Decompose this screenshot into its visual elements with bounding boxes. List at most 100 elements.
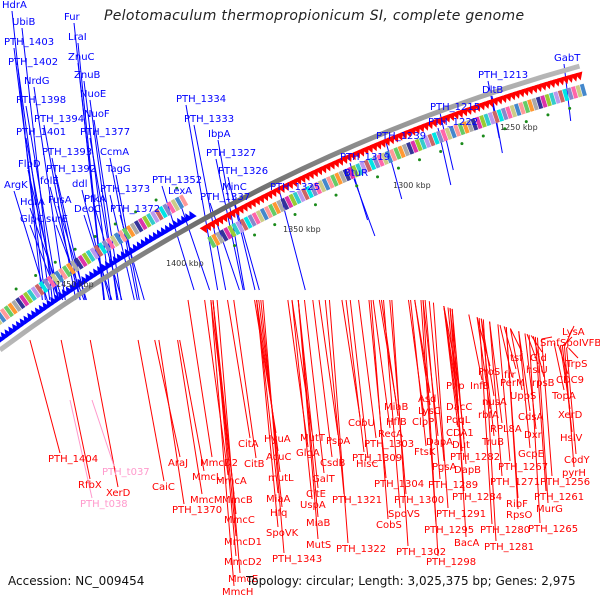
gene-label[interactable]: DltB bbox=[482, 85, 503, 96]
gene-label[interactable]: PTH_1321 bbox=[332, 495, 382, 506]
gene-label[interactable]: LysC bbox=[418, 406, 441, 417]
gene-label[interactable]: GlpC bbox=[20, 214, 44, 225]
rna-label[interactable]: PTH_t037 bbox=[102, 467, 150, 478]
gene-label[interactable]: PTH_1319 bbox=[340, 152, 390, 163]
gene-label[interactable]: NuoE bbox=[80, 89, 106, 100]
gene-label[interactable]: SpoIVFB bbox=[560, 338, 600, 349]
gene-label[interactable]: pyrH bbox=[562, 468, 586, 479]
gene-label[interactable]: NuoF bbox=[84, 109, 110, 120]
gene-label[interactable]: PTH_1352 bbox=[152, 175, 202, 186]
gene-label[interactable]: MmcB bbox=[222, 495, 253, 506]
gene-label[interactable]: MiaB bbox=[384, 402, 409, 413]
gene-label[interactable]: rbfA bbox=[478, 410, 499, 421]
gene-label[interactable]: PTH_1281 bbox=[484, 542, 534, 553]
gene-label[interactable]: ClpP bbox=[412, 417, 434, 428]
gene-label[interactable]: PTH_1402 bbox=[8, 57, 58, 68]
gene-label[interactable]: PTH_1291 bbox=[436, 509, 486, 520]
gene-label[interactable]: PspA bbox=[326, 436, 350, 447]
gene-label[interactable]: rpsB bbox=[532, 378, 555, 389]
gene-label[interactable]: UspA bbox=[300, 500, 326, 511]
gene-label[interactable]: XerD bbox=[558, 410, 583, 421]
gene-label[interactable]: Dxr bbox=[524, 430, 543, 441]
gene-label[interactable]: ZnuC bbox=[68, 52, 95, 63]
gene-label[interactable]: MmcC bbox=[224, 515, 255, 526]
gene-label[interactable]: CDC9 bbox=[556, 375, 584, 386]
gene-label[interactable]: PTH_1326 bbox=[218, 166, 268, 177]
gene-label[interactable]: PTH_1267 bbox=[498, 462, 548, 473]
gene-label[interactable]: HflB bbox=[386, 417, 407, 428]
gene-label[interactable]: PTH_1398 bbox=[16, 95, 66, 106]
gene-label[interactable]: hslU bbox=[526, 365, 548, 376]
gene-label[interactable]: MutS bbox=[306, 540, 331, 551]
gene-label[interactable]: DeoC bbox=[74, 204, 101, 215]
gene-label[interactable]: PTH_1239 bbox=[376, 131, 426, 142]
gene-label[interactable]: PTH_1261 bbox=[534, 492, 584, 503]
gene-label[interactable]: GalT bbox=[312, 474, 336, 485]
gene-label[interactable]: PTH_1333 bbox=[184, 114, 234, 125]
gene-label[interactable]: PTH_1392 bbox=[46, 164, 96, 175]
gene-label[interactable]: PTH_1403 bbox=[4, 37, 54, 48]
gene-label[interactable]: tsf bbox=[510, 353, 523, 364]
gene-label[interactable]: PTH_1300 bbox=[394, 495, 444, 506]
gene-label[interactable]: PTH_1289 bbox=[428, 480, 478, 491]
gene-label[interactable]: CsdB bbox=[320, 458, 346, 469]
gene-label[interactable]: GabT bbox=[554, 53, 581, 64]
gene-label[interactable]: PTH_1373 bbox=[100, 184, 150, 195]
gene-label[interactable]: FlpD bbox=[18, 159, 41, 170]
gene-label[interactable]: Dut bbox=[452, 440, 470, 451]
gene-label[interactable]: PgsA bbox=[432, 462, 457, 473]
gene-label[interactable]: MurG bbox=[536, 504, 563, 515]
gene-label[interactable]: PTH_1256 bbox=[540, 477, 590, 488]
gene-label[interactable]: frr bbox=[504, 370, 516, 381]
gene-label[interactable]: CDA1 bbox=[446, 428, 474, 439]
gene-label[interactable]: PTH_1394 bbox=[34, 114, 84, 125]
gene-label[interactable]: Asd bbox=[418, 394, 436, 405]
gene-label[interactable]: FtsK bbox=[414, 447, 436, 458]
gene-label[interactable]: Smf bbox=[540, 338, 560, 349]
gene-label[interactable]: AraJ bbox=[168, 458, 188, 469]
gene-label[interactable]: MmcE bbox=[228, 574, 258, 585]
gene-label[interactable]: PTH_1309 bbox=[352, 453, 402, 464]
gene-label[interactable]: HyuA bbox=[264, 434, 291, 445]
gene-label[interactable]: PTH_1334 bbox=[176, 94, 226, 105]
gene-label[interactable]: PqqL bbox=[446, 415, 471, 426]
gene-label[interactable]: PTH_1404 bbox=[48, 454, 98, 465]
gene-label[interactable]: TagG bbox=[105, 164, 131, 175]
gene-label[interactable]: RecA bbox=[378, 429, 403, 440]
gene-label[interactable]: MmcM bbox=[190, 495, 223, 506]
gene-label[interactable]: mutL bbox=[268, 473, 294, 484]
gene-label[interactable]: MmcD1 bbox=[224, 537, 262, 548]
gene-label[interactable]: folE bbox=[40, 176, 59, 187]
gene-label[interactable]: GcpE bbox=[518, 449, 544, 460]
gene-label[interactable]: CcmA bbox=[100, 147, 129, 158]
gene-label[interactable]: HdrA bbox=[2, 0, 27, 11]
gene-label[interactable]: DacC bbox=[446, 402, 472, 413]
gene-label[interactable]: MiaB bbox=[306, 518, 331, 529]
gene-label[interactable]: PTH_1370 bbox=[172, 505, 222, 516]
gene-label[interactable]: MmcL bbox=[192, 472, 222, 483]
gene-label[interactable]: InfB bbox=[470, 381, 490, 392]
gene-label[interactable]: XerD bbox=[106, 488, 131, 499]
gene-label[interactable]: PTH_1325 bbox=[270, 182, 320, 193]
gene-label[interactable]: HdrA bbox=[20, 197, 45, 208]
gene-label[interactable]: ProS bbox=[478, 367, 500, 378]
gene-label[interactable]: AcuC bbox=[266, 452, 292, 463]
gene-label[interactable]: MiaA bbox=[266, 494, 291, 505]
gene-label[interactable]: TopA bbox=[551, 391, 576, 402]
gene-label[interactable]: Fur bbox=[64, 12, 81, 23]
gene-label[interactable]: MutT bbox=[300, 433, 326, 444]
gene-label[interactable]: CitB bbox=[244, 459, 265, 470]
gene-label[interactable]: SpoVS bbox=[388, 509, 420, 520]
gene-label[interactable]: CdsA bbox=[518, 412, 544, 423]
gene-label[interactable]: NrdG bbox=[24, 76, 50, 87]
gene-label[interactable]: PerM bbox=[500, 378, 525, 389]
gene-label[interactable]: PTH_1222 bbox=[428, 117, 478, 128]
gene-label[interactable]: DapA bbox=[426, 437, 453, 448]
gene-label[interactable]: PfkA bbox=[84, 194, 106, 205]
gene-label[interactable]: CitA bbox=[238, 439, 259, 450]
gene-label[interactable]: PTH_1298 bbox=[426, 557, 476, 568]
gene-label[interactable]: PTH_1282 bbox=[450, 452, 500, 463]
gene-label[interactable]: CitE bbox=[306, 489, 326, 500]
gene-label[interactable]: Gid bbox=[530, 353, 547, 364]
gene-label[interactable]: PTH_1322 bbox=[336, 544, 386, 555]
